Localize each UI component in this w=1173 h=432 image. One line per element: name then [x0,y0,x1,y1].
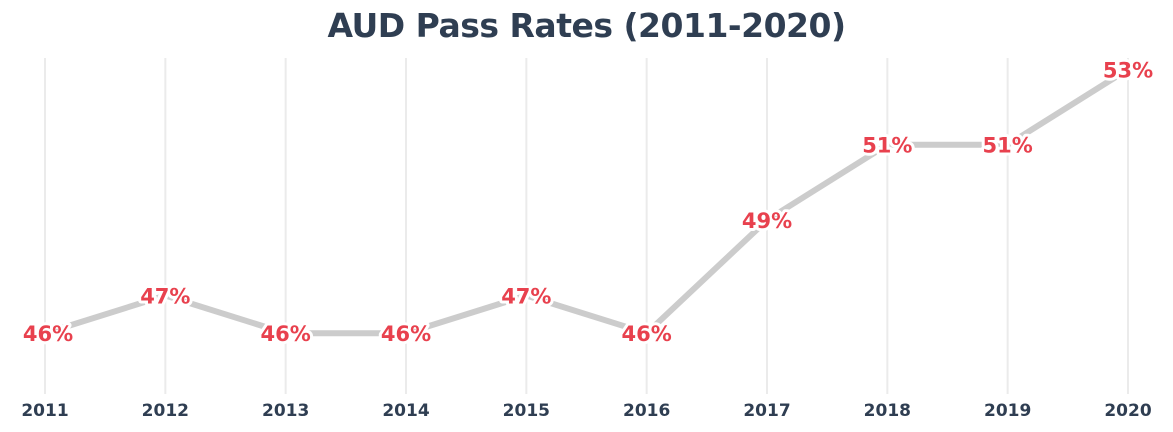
data-label-layer: 46% 47% 46% 46% 47% 46% 49% 51% 51% 53% [20,55,1156,349]
data-point [162,292,169,299]
data-label: 47% [140,285,190,309]
data-point [282,330,289,337]
x-tick-label: 2019 [984,401,1031,421]
chart-title: AUD Pass Rates (2011-2020) [327,6,846,45]
data-point [42,330,48,337]
data-point [643,330,650,337]
data-point [403,330,409,337]
x-tick-label: 2011 [21,401,68,421]
x-tick-label: 2016 [623,401,670,421]
data-label: 51% [862,134,912,158]
x-tick-label: 2017 [743,401,790,421]
x-tick-label: 2015 [503,401,550,421]
data-label: 47% [501,285,551,309]
grid-layer [44,58,1129,394]
data-label: 46% [23,322,73,346]
line-layer [42,66,1131,337]
series-line [44,66,1130,337]
data-label: 46% [381,322,431,346]
data-point [1125,66,1131,73]
data-label: 46% [622,322,672,346]
data-point [523,292,530,299]
data-label: 46% [261,322,311,346]
x-axis-ticks: 2011 2012 2013 2014 2015 2016 2017 2018 2019 2020 [21,401,1151,421]
x-tick-label: 2020 [1104,401,1151,421]
data-point [884,141,891,148]
data-point [1004,141,1011,148]
x-tick-label: 2014 [382,401,429,421]
x-tick-label: 2018 [864,401,911,421]
data-label: 53% [1103,58,1153,82]
x-tick-label: 2012 [142,401,189,421]
data-label: 49% [742,209,792,233]
x-tick-label: 2013 [262,401,309,421]
data-point [764,217,770,224]
data-label: 51% [983,134,1033,158]
